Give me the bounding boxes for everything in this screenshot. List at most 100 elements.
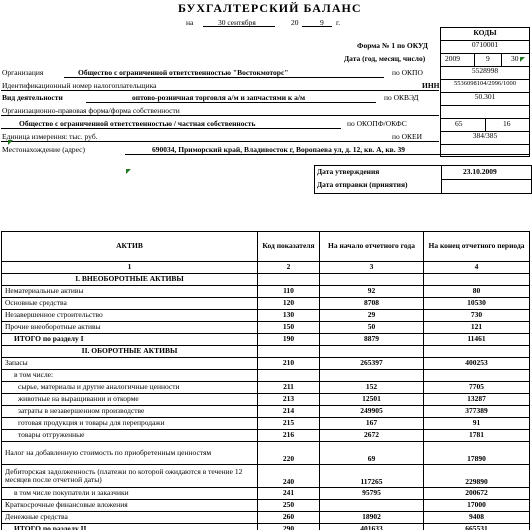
- codes-title: КОДЫ: [473, 28, 497, 37]
- activity-value: оптово-розничная торговля а/м и запчастя…: [132, 93, 306, 102]
- row-code: 241: [257, 487, 320, 500]
- okopf-label: по ОКОПФ/ОКФС: [347, 119, 407, 128]
- header-asset: АКТИВ: [1, 231, 258, 262]
- header-code: Код показателя: [257, 231, 320, 262]
- row-start-value: 265397: [319, 357, 424, 370]
- row-code: 210: [257, 357, 320, 370]
- table-row: в том числе покупатели и заказчики 241 957…: [1, 487, 530, 500]
- col-number: 1: [1, 261, 258, 274]
- row-end-value: [423, 345, 530, 358]
- row-end-value: 1781: [423, 429, 530, 442]
- row-code: 130: [257, 309, 320, 322]
- row-code: 260: [257, 511, 320, 524]
- cell-marker-icon: [520, 57, 525, 62]
- row-code: 213: [257, 393, 320, 406]
- row-label: Запасы: [1, 357, 258, 370]
- header-end: На конец отчетного периода: [423, 231, 530, 262]
- table-header-row: АКТИВ Код показателя На начало отчетного…: [1, 231, 530, 262]
- row-start-value: 29: [319, 309, 424, 322]
- row-code: 240: [257, 464, 320, 488]
- table-row: Нематериальные активы 110 92 80: [1, 285, 530, 298]
- row-end-value: 400253: [423, 357, 530, 370]
- table-row: Денежные средства 260 18902 9408: [1, 511, 530, 524]
- row-code: 150: [257, 321, 320, 334]
- row-code: 211: [257, 381, 320, 394]
- col-number: 2: [257, 261, 320, 274]
- row-code: [257, 345, 320, 358]
- table-row: Краткосрочные финансовые вложения 250 1700…: [1, 499, 530, 512]
- row-end-value: 377389: [423, 405, 530, 418]
- balance-table: АКТИВ Код показателя На начало отчетного…: [1, 231, 530, 530]
- row-code: 250: [257, 499, 320, 512]
- row-code: 215: [257, 417, 320, 430]
- cell-marker-icon: [8, 140, 13, 145]
- table-row: Дебиторская задолженность (платежи по ко…: [1, 464, 530, 488]
- table-row: животные на выращивании и откорме 213 1250…: [1, 393, 530, 406]
- table-row: затраты в незавершенном производстве 214 2…: [1, 405, 530, 418]
- org-value: Общество с ограниченной ответственностью…: [78, 68, 289, 77]
- org-label: Организация: [2, 68, 44, 77]
- date-label: Дата (год, месяц, число): [344, 54, 426, 63]
- approved-label: Дата утверждения: [317, 167, 380, 176]
- address-label: Местонахождение (адрес): [2, 145, 86, 154]
- table-row: товары отгруженные 216 2672 1781: [1, 429, 530, 442]
- row-start-value: 2672: [319, 429, 424, 442]
- table-row: I. ВНЕОБОРОТНЫЕ АКТИВЫ: [1, 273, 530, 286]
- row-label: Основные средства: [1, 297, 258, 310]
- row-label: товары отгруженные: [1, 429, 258, 442]
- row-label: ИТОГО по разделу II: [1, 523, 258, 530]
- row-label: II. ОБОРОТНЫЕ АКТИВЫ: [1, 345, 258, 358]
- date-day-month: 30 сентября: [218, 18, 256, 27]
- okud-value: 0710001: [441, 40, 529, 53]
- table-row: II. ОБОРОТНЫЕ АКТИВЫ: [1, 345, 530, 358]
- row-start-value: [319, 369, 424, 382]
- table-row: ИТОГО по разделу II 290 401633 665531: [1, 523, 530, 530]
- date-year-code: 2009: [445, 54, 460, 63]
- row-start-value: [319, 499, 424, 512]
- row-start-value: 249905: [319, 405, 424, 418]
- row-end-value: 91: [423, 417, 530, 430]
- row-code: 290: [257, 523, 320, 530]
- row-label: Налог на добавленную стоимость по приобр…: [1, 441, 258, 465]
- okud-label: Форма № 1 по ОКУД: [357, 41, 428, 50]
- date-month-code: 9: [486, 54, 490, 63]
- row-end-value: 7705: [423, 381, 530, 394]
- row-end-value: 730: [423, 309, 530, 322]
- inn-long-label: Идентификационный номер налогоплательщик…: [2, 81, 157, 90]
- table-row: Прочие внеоборотные активы 150 50 121: [1, 321, 530, 334]
- column-number-row: 1 2 3 4: [1, 261, 530, 274]
- row-code: 110: [257, 285, 320, 298]
- codes-box: КОДЫ 0710001 2009 9 30 5528998 553609810…: [440, 27, 530, 157]
- date-day-code: 30: [511, 54, 519, 63]
- row-start-value: 18902: [319, 511, 424, 524]
- sent-label: Дата отправки (принятия): [317, 180, 408, 189]
- legal-form-value: Общество с ограниченной ответственностью…: [19, 119, 256, 128]
- row-end-value: 9408: [423, 511, 530, 524]
- row-end-value: 10530: [423, 297, 530, 310]
- table-row: Незавершенное строительство 130 29 730: [1, 309, 530, 322]
- row-start-value: [319, 345, 424, 358]
- row-end-value: 13287: [423, 393, 530, 406]
- date-year-prefix: 20: [291, 18, 299, 27]
- header-start: На начало отчетного года: [319, 231, 424, 262]
- date-g: г.: [336, 18, 341, 27]
- activity-label: Вид деятельности: [2, 93, 63, 102]
- okfs-code: 16: [503, 119, 511, 128]
- okei-value: 384/385: [441, 131, 529, 144]
- row-start-value: 167: [319, 417, 424, 430]
- row-start-value: 117265: [319, 464, 424, 488]
- row-end-value: 121: [423, 321, 530, 334]
- inn-value: 5536098104/2996/1000: [441, 79, 529, 92]
- inn-label: ИНН: [422, 81, 440, 90]
- row-label: Нематериальные активы: [1, 285, 258, 298]
- table-row: Запасы 210 265397 400253: [1, 357, 530, 370]
- table-row: в том числе:: [1, 369, 530, 382]
- approved-value: 23.10.2009: [463, 167, 497, 176]
- row-end-value: [423, 369, 530, 382]
- row-start-value: 50: [319, 321, 424, 334]
- row-label: затраты в незавершенном производстве: [1, 405, 258, 418]
- okopf-values: 65 16: [441, 118, 529, 131]
- row-label: I. ВНЕОБОРОТНЫЕ АКТИВЫ: [1, 273, 258, 286]
- date-prefix: на: [186, 18, 194, 27]
